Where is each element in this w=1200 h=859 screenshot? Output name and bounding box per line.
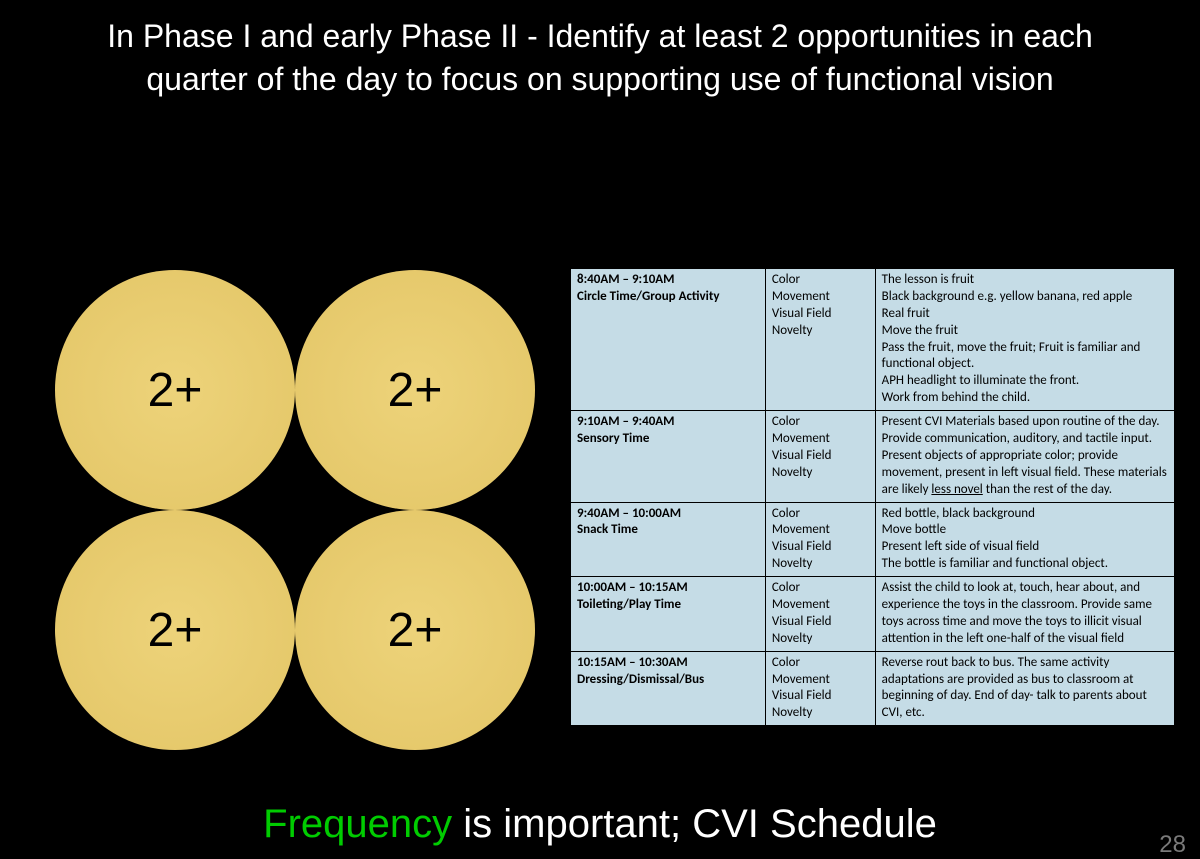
- notes-cell: The lesson is fruitBlack background e.g.…: [875, 269, 1174, 411]
- property-item: Color: [772, 580, 869, 597]
- property-item: Visual Field: [772, 614, 869, 631]
- activity-label: Snack Time: [577, 522, 759, 539]
- property-item: Movement: [772, 289, 869, 306]
- activity-label: Circle Time/Group Activity: [577, 289, 759, 306]
- property-item: Visual Field: [772, 688, 869, 705]
- activity-label: Dressing/Dismissal/Bus: [577, 672, 759, 689]
- quarter-circle-3: 2+: [55, 510, 295, 750]
- table-row: 8:40AM – 9:10AMCircle Time/Group Activit…: [571, 269, 1175, 411]
- properties-cell: ColorMovementVisual FieldNovelty: [765, 502, 875, 577]
- time-activity-cell: 10:00AM – 10:15AMToileting/Play Time: [571, 577, 766, 652]
- time-activity-cell: 10:15AM – 10:30AMDressing/Dismissal/Bus: [571, 651, 766, 726]
- property-item: Color: [772, 414, 869, 431]
- cvi-schedule-table: 8:40AM – 9:10AMCircle Time/Group Activit…: [570, 268, 1175, 726]
- quarter-circle-4: 2+: [295, 510, 535, 750]
- quarter-circle-1: 2+: [55, 270, 295, 510]
- property-item: Movement: [772, 431, 869, 448]
- time-label: 8:40AM – 9:10AM: [577, 272, 759, 289]
- table-row: 10:15AM – 10:30AMDressing/Dismissal/BusC…: [571, 651, 1175, 726]
- properties-cell: ColorMovementVisual FieldNovelty: [765, 651, 875, 726]
- property-item: Movement: [772, 672, 869, 689]
- table-row: 9:10AM – 9:40AMSensory TimeColorMovement…: [571, 411, 1175, 502]
- property-item: Novelty: [772, 323, 869, 340]
- table-row: 10:00AM – 10:15AMToileting/Play TimeColo…: [571, 577, 1175, 652]
- property-item: Movement: [772, 522, 869, 539]
- notes-cell: Reverse rout back to bus. The same activ…: [875, 651, 1174, 726]
- notes-cell: Present CVI Materials based upon routine…: [875, 411, 1174, 502]
- bottom-highlight-word: Frequency: [263, 802, 452, 846]
- time-label: 10:15AM – 10:30AM: [577, 655, 759, 672]
- property-item: Visual Field: [772, 539, 869, 556]
- time-activity-cell: 8:40AM – 9:10AMCircle Time/Group Activit…: [571, 269, 766, 411]
- property-item: Movement: [772, 597, 869, 614]
- property-item: Novelty: [772, 631, 869, 648]
- underlined-text: less novel: [931, 482, 982, 497]
- time-label: 9:40AM – 10:00AM: [577, 506, 759, 523]
- property-item: Novelty: [772, 556, 869, 573]
- property-item: Color: [772, 655, 869, 672]
- time-activity-cell: 9:40AM – 10:00AMSnack Time: [571, 502, 766, 577]
- properties-cell: ColorMovementVisual FieldNovelty: [765, 577, 875, 652]
- table-row: 9:40AM – 10:00AMSnack TimeColorMovementV…: [571, 502, 1175, 577]
- bottom-rest-text: is important; CVI Schedule: [452, 802, 937, 846]
- property-item: Color: [772, 506, 869, 523]
- properties-cell: ColorMovementVisual FieldNovelty: [765, 411, 875, 502]
- time-activity-cell: 9:10AM – 9:40AMSensory Time: [571, 411, 766, 502]
- property-item: Visual Field: [772, 306, 869, 323]
- quarters-circles-group: 2+ 2+ 2+ 2+: [55, 270, 535, 750]
- time-label: 9:10AM – 9:40AM: [577, 414, 759, 431]
- notes-cell: Red bottle, black backgroundMove bottleP…: [875, 502, 1174, 577]
- property-item: Color: [772, 272, 869, 289]
- property-item: Novelty: [772, 705, 869, 722]
- property-item: Novelty: [772, 465, 869, 482]
- time-label: 10:00AM – 10:15AM: [577, 580, 759, 597]
- bottom-caption: Frequency is important; CVI Schedule: [0, 802, 1200, 847]
- activity-label: Toileting/Play Time: [577, 597, 759, 614]
- page-number: 28: [1159, 831, 1186, 859]
- quarter-circle-2: 2+: [295, 270, 535, 510]
- property-item: Visual Field: [772, 448, 869, 465]
- slide-title: In Phase I and early Phase II - Identify…: [0, 0, 1200, 101]
- activity-label: Sensory Time: [577, 431, 759, 448]
- properties-cell: ColorMovementVisual FieldNovelty: [765, 269, 875, 411]
- notes-cell: Assist the child to look at, touch, hear…: [875, 577, 1174, 652]
